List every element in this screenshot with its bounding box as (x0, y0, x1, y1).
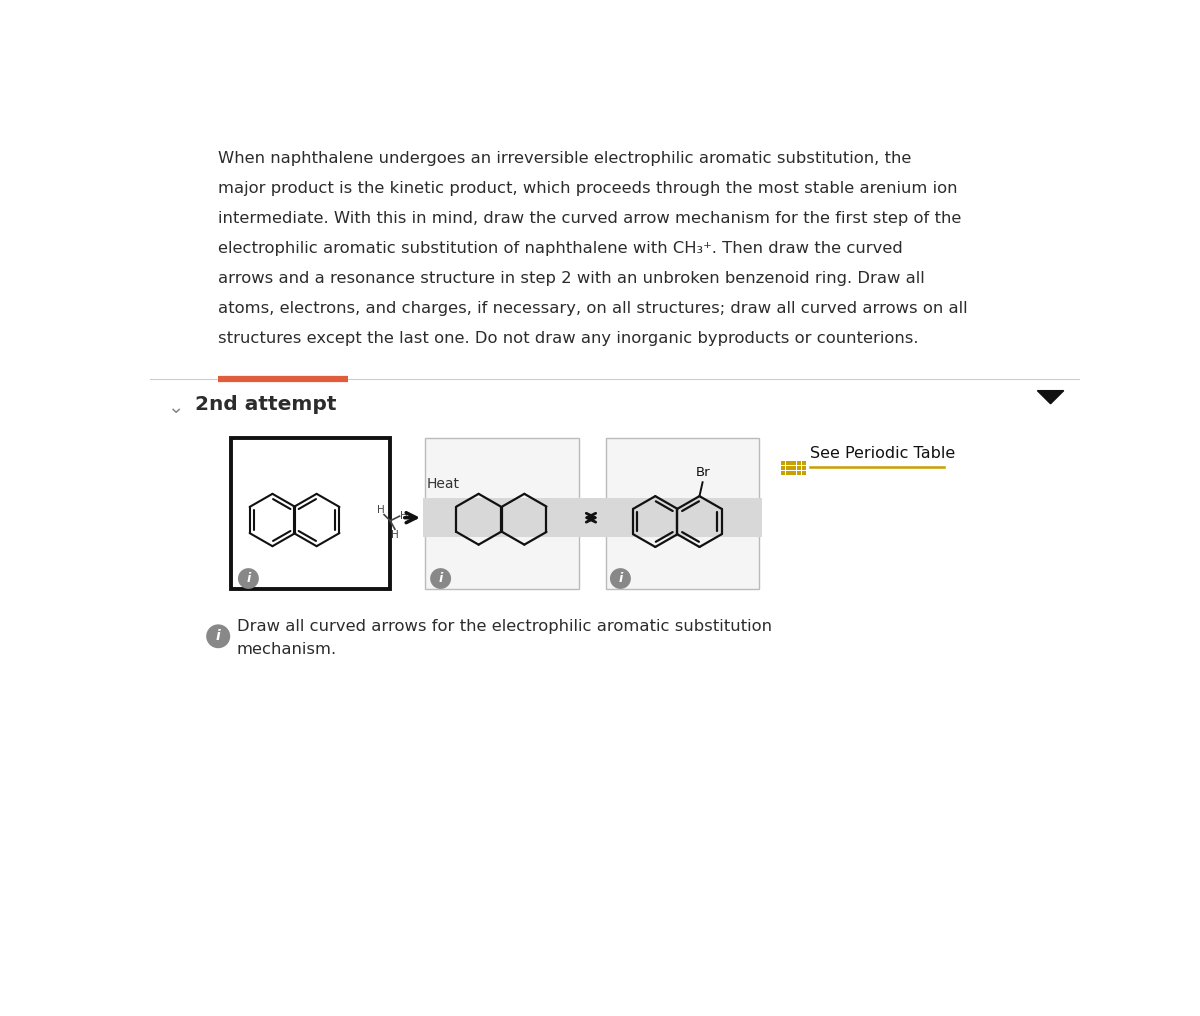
Bar (802, 461, 806, 465)
Text: H: H (401, 511, 408, 521)
Text: i: i (216, 629, 221, 643)
Bar (791, 466, 796, 470)
Text: i: i (246, 572, 251, 585)
Bar (606, 438, 760, 588)
Bar (781, 466, 785, 470)
Bar (797, 466, 802, 470)
Text: atoms, electrons, and charges, if necessary, on all structures; draw all curved : atoms, electrons, and charges, if necess… (218, 302, 968, 316)
Circle shape (238, 568, 259, 589)
Bar (802, 470, 806, 474)
Text: arrows and a resonance structure in step 2 with an unbroken benzenoid ring. Draw: arrows and a resonance structure in step… (218, 271, 925, 287)
Bar (802, 466, 806, 470)
Bar (232, 438, 390, 588)
Bar (797, 461, 802, 465)
Text: H: H (377, 505, 385, 515)
Text: Draw all curved arrows for the electrophilic aromatic substitution: Draw all curved arrows for the electroph… (236, 619, 772, 634)
Circle shape (206, 625, 230, 648)
Text: Br: Br (695, 466, 710, 480)
Bar (786, 461, 791, 465)
Text: structures except the last one. Do not draw any inorganic byproducts or counteri: structures except the last one. Do not d… (218, 331, 919, 346)
Bar (791, 461, 796, 465)
Text: When naphthalene undergoes an irreversible electrophilic aromatic substitution, : When naphthalene undergoes an irreversib… (218, 151, 912, 167)
Bar (422, 499, 762, 536)
Bar (425, 438, 578, 588)
Circle shape (430, 568, 451, 589)
Text: i: i (438, 572, 443, 585)
Circle shape (610, 568, 631, 589)
Bar (791, 470, 796, 474)
Text: intermediate. With this in mind, draw the curved arrow mechanism for the first s: intermediate. With this in mind, draw th… (218, 211, 961, 227)
Text: See Periodic Table: See Periodic Table (810, 446, 955, 460)
Text: 2nd attempt: 2nd attempt (194, 394, 336, 414)
Bar (786, 470, 791, 474)
Text: Heat: Heat (427, 477, 460, 491)
Bar (781, 470, 785, 474)
Polygon shape (1037, 390, 1063, 403)
Text: H: H (391, 529, 398, 539)
Text: mechanism.: mechanism. (236, 642, 337, 657)
Text: i: i (618, 572, 623, 585)
Bar (797, 470, 802, 474)
Text: ⌄: ⌄ (167, 397, 182, 417)
Bar (786, 466, 791, 470)
Text: major product is the kinetic product, which proceeds through the most stable are: major product is the kinetic product, wh… (218, 181, 958, 196)
Text: electrophilic aromatic substitution of naphthalene with CH₃⁺. Then draw the curv: electrophilic aromatic substitution of n… (218, 241, 902, 256)
Bar (781, 461, 785, 465)
